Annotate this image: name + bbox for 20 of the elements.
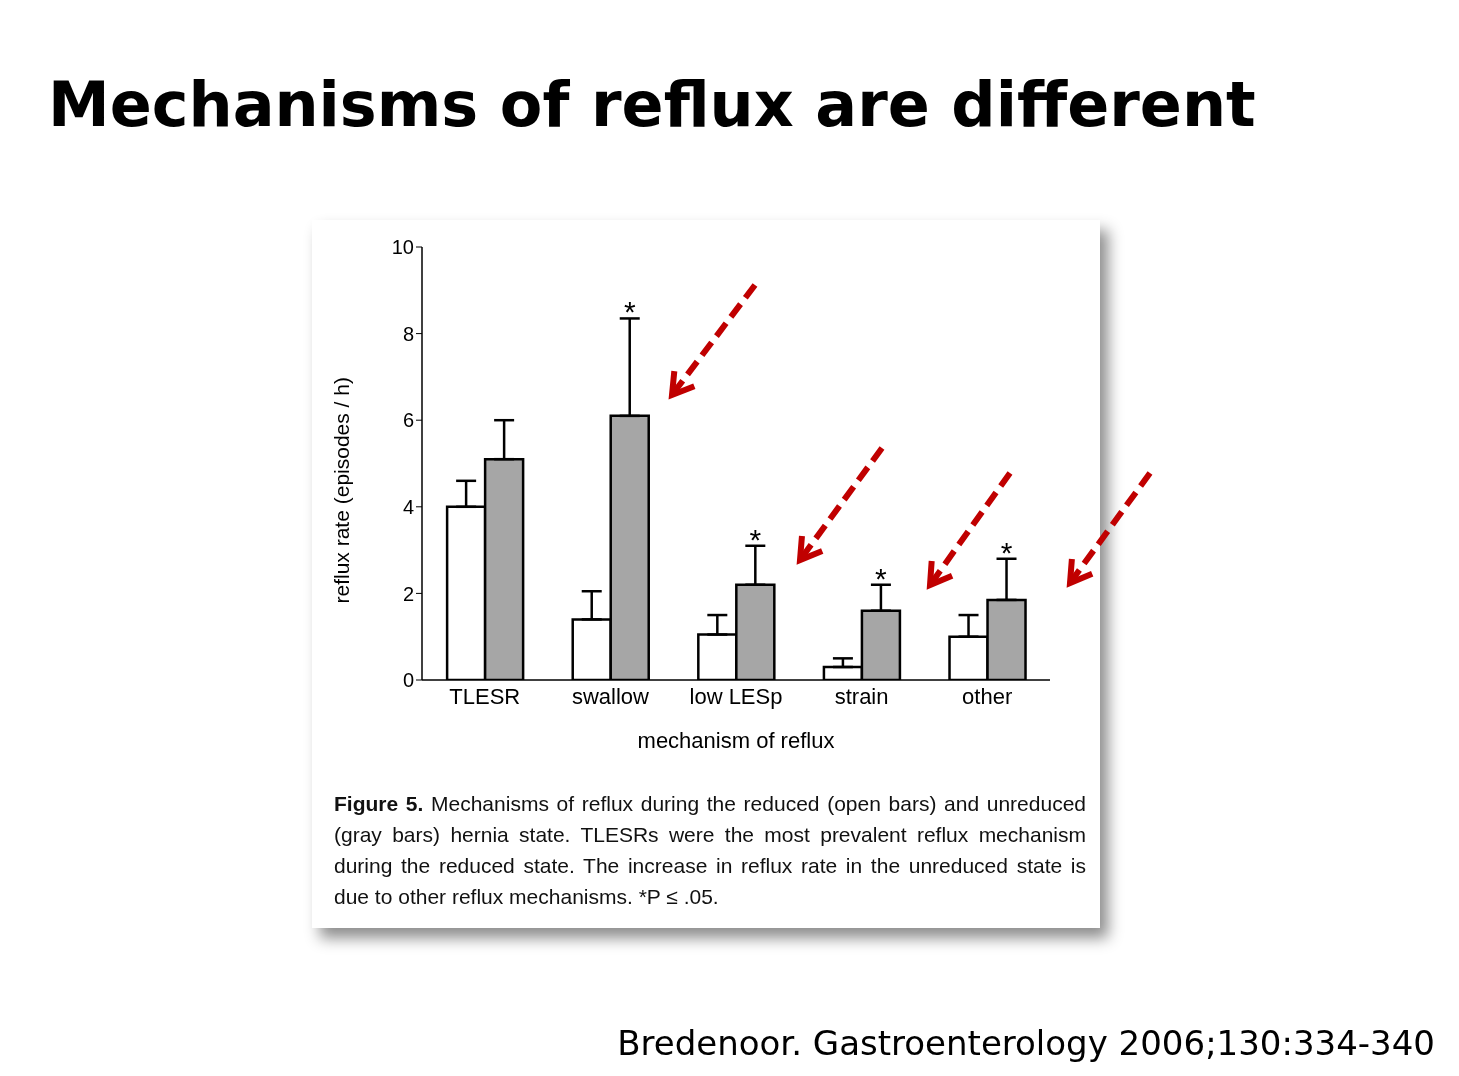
x-tick-label: swallow [571, 683, 650, 709]
x-tick-label: strain [834, 683, 889, 709]
chart-title: Mechanisms of reflux are different [48, 68, 1256, 141]
data-label: * [749, 522, 762, 556]
x-tick-label: low LESp [689, 683, 783, 709]
y-tick-label: 2 [402, 582, 414, 605]
x-axis-title: mechanism of reflux [637, 728, 835, 753]
y-tick-label: 0 [402, 669, 414, 692]
y-tick-label: 4 [402, 495, 414, 518]
data-label: * [1000, 535, 1013, 569]
data-label: * [623, 295, 636, 329]
text: Bredenoor. Gastroenterology 2006;130:334-340 [617, 1023, 1435, 1063]
data-label: * [875, 561, 888, 595]
x-tick-label: TLESR [449, 683, 521, 709]
y-tick-label: 8 [402, 322, 414, 345]
y-tick-label: 6 [402, 409, 414, 432]
caption: Figure 5. Mechanisms of reflux during the reduced (open bars) and unreduced (gray bars) hernia state. TLESRs were the most prevalent reflux mechanism during the reduced state. The increase in reflux rate in the unreduced state is due to other reflux mechanisms. *P ≤ .05. [334, 791, 1086, 910]
x-tick-label: other [962, 683, 1013, 709]
y-tick-label: 10 [391, 236, 414, 259]
y-axis-title: reflux rate (episodes / h) [330, 377, 354, 604]
